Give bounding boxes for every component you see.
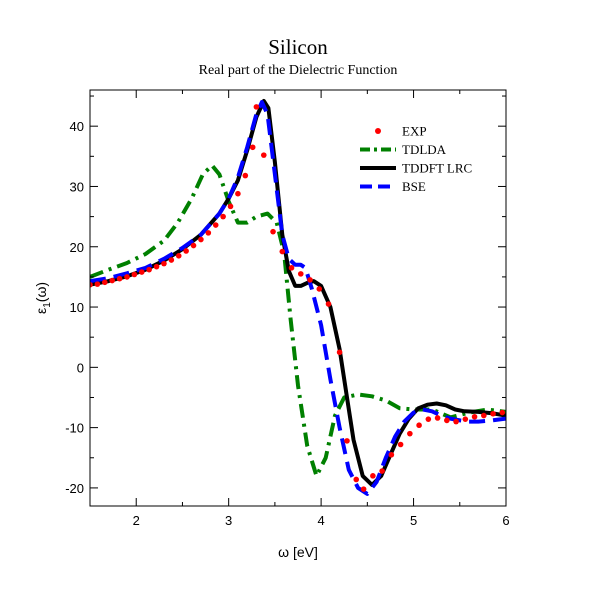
legend-label: TDDFT LRC <box>402 161 472 176</box>
x-tick-label: 5 <box>410 513 417 528</box>
exp-data-point <box>116 275 123 282</box>
exp-data-point <box>453 418 459 425</box>
series-exp <box>90 104 506 492</box>
exp-data-point <box>499 409 506 416</box>
y-tick-label: 10 <box>70 300 84 315</box>
chart-subtitle: Real part of the Dielectric Function <box>199 63 398 78</box>
x-tick-label: 4 <box>317 513 324 528</box>
exp-data-point <box>190 242 197 249</box>
exp-data-point <box>90 281 93 288</box>
x-tick-label: 2 <box>133 513 140 528</box>
x-tick-label: 6 <box>502 513 509 528</box>
exp-data-point <box>344 438 350 444</box>
exp-data-point <box>471 413 478 420</box>
y-tick-label: 40 <box>70 119 84 134</box>
chart-title: Silicon <box>268 35 328 59</box>
exp-data-point <box>288 265 295 271</box>
exp-data-point <box>235 190 241 197</box>
exp-data-point <box>397 441 404 448</box>
exp-data-point <box>444 417 450 424</box>
series-layer <box>90 98 506 496</box>
exp-data-point <box>307 277 313 283</box>
legend-swatch <box>375 128 381 134</box>
y-tick-label: 20 <box>70 240 84 255</box>
exp-data-point <box>161 260 167 267</box>
y-axis-label-tail: (ω) <box>33 282 49 302</box>
plot-frame <box>89 89 507 507</box>
exp-data-point <box>462 416 469 422</box>
exp-data-point <box>146 266 152 273</box>
x-axis-label: ω [eV] <box>278 544 318 560</box>
exp-data-point <box>481 412 487 419</box>
legend-item-tddft-lrc: TDDFT LRC <box>360 161 472 176</box>
exp-data-point <box>124 274 130 280</box>
exp-data-point <box>425 416 432 422</box>
exp-data-point <box>297 271 304 277</box>
exp-data-point <box>253 104 260 110</box>
exp-data-point <box>227 203 234 210</box>
exp-data-point <box>183 248 189 254</box>
exp-data-point <box>336 349 343 356</box>
x-tick-label: 3 <box>225 513 232 528</box>
exp-data-point <box>316 286 323 292</box>
exp-data-point <box>198 236 204 243</box>
exp-data-point <box>379 468 385 474</box>
legend: EXP TDLDA TDDFT LRC BSE <box>360 124 472 194</box>
legend-item-bse: BSE <box>360 179 426 194</box>
exp-data-point <box>212 222 219 228</box>
ticks-layer: 2 3 4 5 6 -20 -10 0 10 20 30 40 <box>65 90 510 528</box>
exp-data-point <box>360 486 367 492</box>
legend-label: TDLDA <box>402 142 447 157</box>
y-tick-label: -20 <box>65 481 84 496</box>
y-axis-label: ε1(ω) <box>33 282 53 314</box>
exp-data-point <box>270 228 276 235</box>
exp-data-point <box>325 301 332 307</box>
series-bse-line <box>90 100 506 496</box>
exp-data-point <box>94 281 101 287</box>
y-tick-label: 0 <box>77 360 84 375</box>
exp-data-point <box>138 269 145 275</box>
series-tdlda-line <box>90 163 506 478</box>
exp-data-point <box>205 230 212 236</box>
exp-data-point <box>168 257 175 263</box>
exp-data-point <box>131 271 138 278</box>
exp-data-point <box>101 279 108 286</box>
exp-data-point <box>279 248 286 255</box>
exp-data-point <box>153 263 160 270</box>
exp-data-point <box>490 410 496 417</box>
y-axis-label-subscript: 1 <box>42 302 53 308</box>
exp-data-point <box>242 172 249 179</box>
exp-data-point <box>370 473 376 479</box>
exp-data-point <box>416 422 422 429</box>
exp-data-point <box>407 430 413 437</box>
exp-data-point <box>109 277 115 284</box>
exp-data-point <box>249 144 256 151</box>
legend-label: EXP <box>402 124 427 139</box>
y-axis-label-main: ε <box>33 308 49 314</box>
legend-item-tdlda: TDLDA <box>360 142 447 157</box>
exp-data-point <box>175 252 182 259</box>
exp-data-point <box>220 213 226 220</box>
legend-item-exp: EXP <box>375 124 427 139</box>
y-tick-label: 30 <box>70 179 84 194</box>
series-tddft-lrc-line <box>90 98 506 487</box>
exp-data-point <box>353 476 360 483</box>
exp-data-point <box>434 415 441 421</box>
y-tick-label: -10 <box>65 421 84 436</box>
exp-data-point <box>388 451 395 458</box>
legend-label: BSE <box>402 179 426 194</box>
exp-data-point <box>260 152 267 158</box>
